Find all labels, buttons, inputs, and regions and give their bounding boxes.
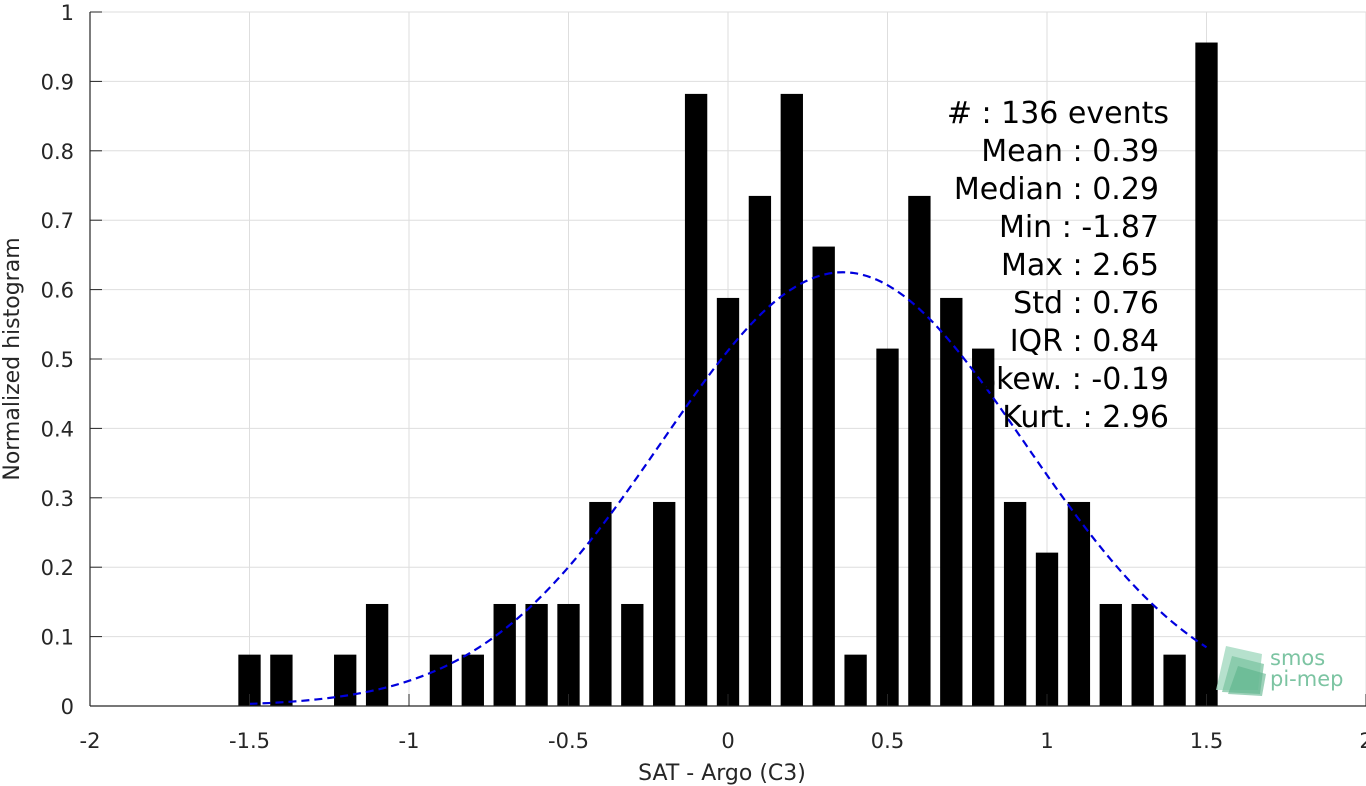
histogram-bar	[557, 603, 580, 706]
histogram-bar	[876, 348, 899, 706]
smos-pi-mep-logo: smos pi-mep	[1216, 646, 1343, 696]
stat-line: Max : 2.65	[1001, 248, 1159, 283]
x-tick-label: -1.5	[229, 729, 270, 753]
x-tick-label: -0.5	[548, 729, 589, 753]
axes	[89, 11, 1366, 707]
stat-line: Mean : 0.39	[981, 134, 1159, 169]
y-tick-label: 0.8	[41, 140, 74, 164]
histogram-bar	[334, 654, 357, 706]
stat-line: # : 136 events	[947, 96, 1169, 131]
histogram-bar	[621, 603, 644, 706]
x-tick-label: -2	[80, 729, 101, 753]
y-tick-labels: 0 0.1 0.2 0.3 0.4 0.5 0.6 0.7 0.8 0.9 1	[41, 1, 74, 719]
histogram-bar	[1035, 552, 1059, 706]
histogram-bar	[1131, 603, 1154, 706]
y-tick-label: 0.1	[41, 626, 74, 650]
histogram-bar	[812, 246, 835, 706]
y-tick-label: 1	[61, 1, 74, 25]
histogram-bar	[525, 603, 548, 706]
stat-line: IQR : 0.84	[1010, 324, 1159, 359]
y-tick-label: 0.4	[41, 417, 74, 441]
normal-fit-curve	[249, 271, 1208, 705]
x-tick-label: 1	[1040, 729, 1053, 753]
x-tick-label: 1.5	[1190, 729, 1223, 753]
logo-waves-icon	[1216, 646, 1266, 696]
y-tick-label: 0.7	[41, 209, 74, 233]
stat-line: Median : 0.29	[954, 172, 1159, 207]
histogram-bar	[716, 297, 740, 706]
x-tick-label: 0	[721, 729, 734, 753]
histogram-bar	[908, 195, 931, 706]
histogram-bar	[589, 501, 612, 706]
y-tick-label: 0.3	[41, 487, 74, 511]
y-tick-label: 0.6	[41, 279, 74, 303]
histogram-bar	[684, 93, 708, 707]
stat-line: Std : 0.76	[1013, 286, 1159, 321]
x-tick-label: 2	[1359, 729, 1366, 753]
histogram-bar	[365, 603, 389, 706]
y-tick-label: 0.5	[41, 348, 74, 372]
x-tick-labels: -2 -1.5 -1 -0.5 0 0.5 1 1.5 2	[80, 729, 1366, 753]
histogram-bar	[1163, 654, 1186, 706]
histogram-bar	[238, 654, 261, 706]
stat-line: Skew. : -0.19	[977, 362, 1169, 397]
x-axis-label: SAT - Argo (C3)	[638, 761, 806, 786]
histogram-bar	[1067, 501, 1091, 706]
histogram-bar	[653, 501, 676, 706]
histogram-bar	[940, 297, 963, 706]
histogram-bar	[1195, 42, 1218, 706]
x-tick-label: 0.5	[871, 729, 904, 753]
x-tick-label: -1	[399, 729, 420, 753]
histogram-bar	[493, 603, 516, 706]
histogram-bar	[780, 93, 803, 707]
histogram-bar	[1099, 603, 1122, 706]
stat-line: Kurt. : 2.96	[1002, 400, 1169, 435]
logo-text-pi-mep: pi-mep	[1270, 667, 1343, 691]
y-tick-label: 0.9	[41, 70, 74, 94]
y-tick-label: 0.2	[41, 556, 74, 580]
y-tick-label: 0	[61, 695, 74, 719]
histogram-bar	[972, 348, 995, 706]
histogram-bar	[461, 654, 484, 706]
histogram-bar	[844, 654, 867, 706]
histogram-bar	[748, 195, 772, 706]
stat-line: Min : -1.87	[999, 210, 1159, 245]
y-axis-label: Normalized histogram	[0, 237, 25, 480]
logo-text-smos: smos	[1270, 646, 1325, 670]
histogram-bars	[238, 42, 1218, 707]
histogram-bar	[270, 654, 293, 706]
histogram-bar	[1003, 501, 1027, 706]
histogram-bar	[429, 654, 453, 706]
